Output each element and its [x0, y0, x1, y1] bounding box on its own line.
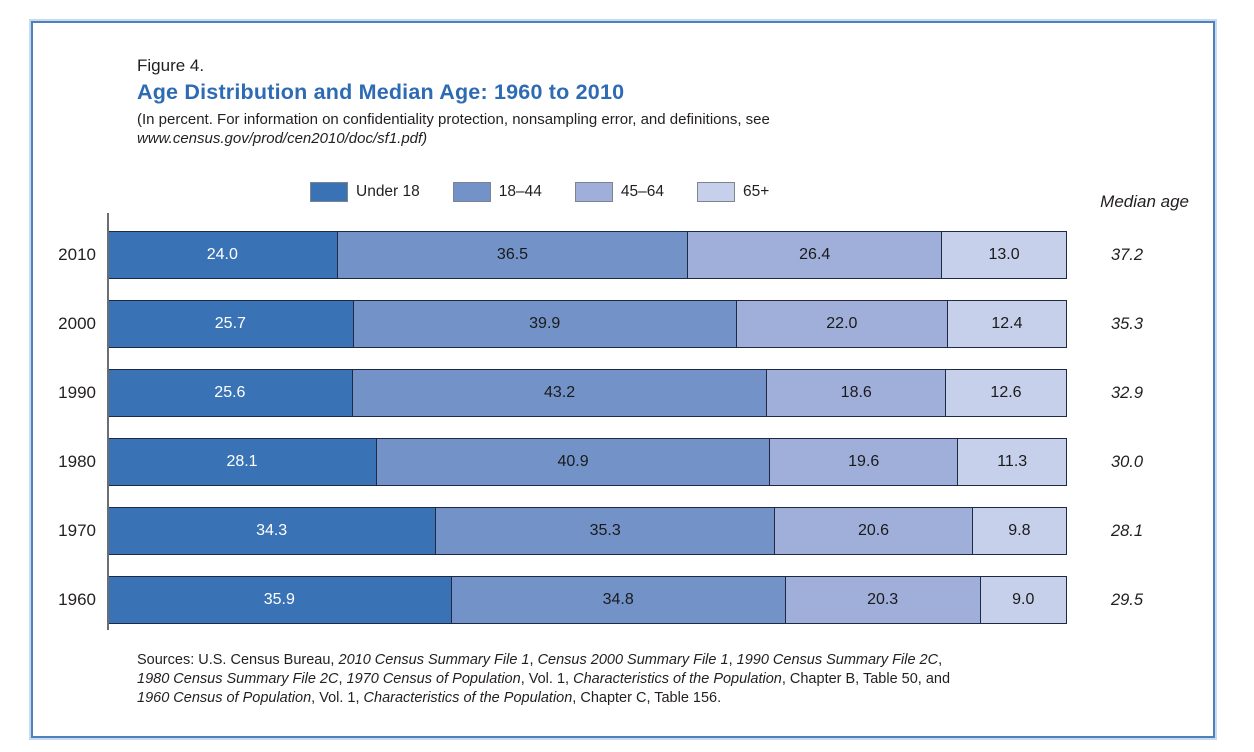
legend-row: Under 18 18–44 45–64 65+ Median age — [33, 181, 1213, 211]
figure-header: Figure 4. Age Distribution and Median Ag… — [33, 23, 1213, 148]
bar-value-label: 20.3 — [867, 591, 899, 608]
bar-segment: 36.5 — [337, 231, 689, 279]
bar-value-label: 26.4 — [799, 246, 831, 263]
legend-item: 65+ — [696, 182, 770, 202]
legend-swatch-icon — [310, 182, 348, 202]
stacked-bar-chart: 2010 24.0 36.5 26.4 13.0 37.2 2000 25.7 39.9 22.0… — [33, 213, 1213, 630]
bar-value-label: 36.5 — [496, 246, 529, 263]
bar-segment: 35.9 — [107, 576, 452, 624]
bar-value-label: 25.7 — [214, 315, 246, 332]
bar-segment: 9.0 — [980, 576, 1067, 624]
bar-segment: 40.9 — [377, 438, 771, 486]
bar-value-label: 12.4 — [991, 315, 1023, 332]
bar-segment: 34.8 — [451, 576, 786, 624]
bar-segment: 26.4 — [688, 231, 943, 279]
chart-row: 1990 25.6 43.2 18.6 12.6 32.9 — [33, 369, 1213, 417]
bar-value-label: 9.0 — [1012, 591, 1035, 608]
bar-segment: 12.4 — [947, 300, 1067, 348]
bar-value-label: 35.3 — [589, 522, 621, 539]
median-age-value: 37.2 — [1110, 245, 1144, 264]
bar-segment: 39.9 — [353, 300, 737, 348]
bar-track: 25.7 39.9 22.0 12.4 — [107, 300, 1067, 348]
legend-swatch-icon — [696, 182, 735, 202]
chart-row: 1970 34.3 35.3 20.6 9.8 28.1 — [33, 507, 1213, 555]
legend-item: 45–64 — [574, 182, 664, 202]
legend-label: Under 18 — [356, 183, 420, 200]
bar-value-label: 11.3 — [997, 453, 1028, 470]
bar-segment: 35.3 — [436, 507, 776, 555]
bar-segment: 34.3 — [107, 507, 437, 555]
bar-value-label: 18.6 — [840, 384, 872, 401]
bar-value-label: 25.6 — [214, 384, 246, 401]
bar-track: 34.3 35.3 20.6 9.8 — [107, 507, 1067, 555]
bar-segment: 19.6 — [770, 438, 959, 486]
sources-line: 1980 Census Summary File 2C, 1970 Census… — [137, 671, 951, 687]
bar-track: 25.6 43.2 18.6 12.6 — [107, 369, 1067, 417]
sources-note: Sources: U.S. Census Bureau, 2010 Census… — [33, 651, 1213, 708]
subtitle-url: www.census.gov/prod/cen2010/doc/sf1.pdf) — [137, 130, 428, 147]
bar-value-label: 40.9 — [557, 453, 589, 470]
median-age-value: 32.9 — [1110, 383, 1144, 402]
year-label: 1970 — [58, 521, 96, 540]
bar-value-label: 20.6 — [857, 522, 890, 539]
year-label: 1980 — [58, 452, 96, 471]
bar-segment: 11.3 — [958, 438, 1067, 486]
bar-track: 35.9 34.8 20.3 9.0 — [107, 576, 1067, 624]
bar-value-label: 43.2 — [544, 384, 576, 401]
bar-segment: 20.3 — [785, 576, 981, 624]
subtitle-text: (In percent. For information on confiden… — [137, 111, 770, 128]
median-age-header: Median age — [1100, 192, 1189, 211]
bar-value-label: 19.6 — [848, 453, 880, 470]
year-label: 2000 — [58, 314, 96, 333]
bar-value-label: 9.8 — [1008, 522, 1031, 539]
bar-segment: 25.7 — [107, 300, 354, 348]
bar-segment: 20.6 — [775, 507, 973, 555]
bar-track: 24.0 36.5 26.4 13.0 — [107, 231, 1067, 279]
bar-segment: 22.0 — [736, 300, 948, 348]
bar-segment: 9.8 — [972, 507, 1067, 555]
bar-value-label: 12.6 — [990, 384, 1022, 401]
legend-item: Under 18 — [310, 182, 420, 202]
sources-line: 1960 Census of Population, Vol. 1, Chara… — [137, 690, 722, 706]
bar-value-label: 24.0 — [206, 246, 238, 263]
bar-track: 28.1 40.9 19.6 11.3 — [107, 438, 1067, 486]
legend-label: 65+ — [742, 183, 770, 200]
bar-segment: 24.0 — [107, 231, 338, 279]
median-age-value: 29.5 — [1110, 590, 1144, 609]
figure-title: Age Distribution and Median Age: 1960 to… — [137, 80, 625, 104]
bar-segment: 25.6 — [107, 369, 353, 417]
bar-segment: 13.0 — [942, 231, 1067, 279]
bar-value-label: 28.1 — [226, 453, 258, 470]
bar-value-label: 34.8 — [602, 591, 634, 608]
legend-item: 18–44 — [452, 182, 542, 202]
year-label: 1990 — [58, 383, 96, 402]
bar-value-label: 35.9 — [263, 591, 295, 608]
bar-segment: 43.2 — [352, 369, 768, 417]
bar-segment: 18.6 — [767, 369, 947, 417]
bar-value-label: 39.9 — [529, 315, 561, 332]
chart-row: 1980 28.1 40.9 19.6 11.3 30.0 — [33, 438, 1213, 486]
legend: Under 18 18–44 45–64 65+ — [310, 182, 769, 202]
bar-value-label: 13.0 — [988, 246, 1020, 263]
chart-row: 1960 35.9 34.8 20.3 9.0 29.5 — [33, 576, 1213, 624]
legend-swatch-icon — [574, 182, 613, 202]
figure-subtitle: (In percent. For information on confiden… — [137, 110, 1193, 148]
chart-row: 2010 24.0 36.5 26.4 13.0 37.2 — [33, 231, 1213, 279]
bar-segment: 12.6 — [946, 369, 1067, 417]
median-age-value: 35.3 — [1110, 314, 1144, 333]
median-age-value: 28.1 — [1110, 521, 1144, 540]
legend-label: 18–44 — [498, 183, 542, 200]
sources-line: Sources: U.S. Census Bureau, 2010 Census… — [137, 652, 943, 668]
bar-segment: 28.1 — [107, 438, 378, 486]
year-label: 1960 — [58, 590, 96, 609]
legend-label: 45–64 — [620, 183, 664, 200]
chart-row: 2000 25.7 39.9 22.0 12.4 35.3 — [33, 300, 1213, 348]
bar-value-label: 22.0 — [826, 315, 858, 332]
bar-value-label: 34.3 — [256, 522, 288, 539]
legend-swatch-icon — [452, 182, 491, 202]
figure-number: Figure 4. — [137, 56, 205, 75]
year-label: 2010 — [58, 245, 96, 264]
median-age-value: 30.0 — [1110, 452, 1144, 471]
figure-frame: Figure 4. Age Distribution and Median Ag… — [31, 21, 1215, 738]
